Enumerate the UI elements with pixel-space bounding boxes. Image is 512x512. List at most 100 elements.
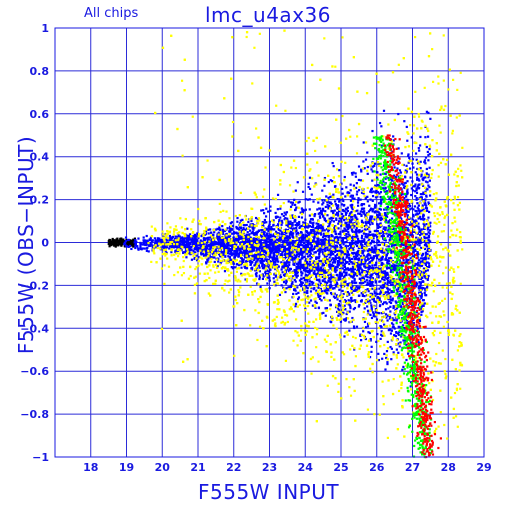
data-point-1 [231, 232, 234, 235]
data-point-1 [258, 241, 261, 244]
data-point-1 [176, 240, 179, 243]
data-point-1 [164, 246, 167, 249]
data-point-1 [123, 241, 126, 244]
data-point-1 [370, 309, 373, 312]
data-point-1 [374, 184, 377, 187]
data-point-1 [407, 210, 410, 213]
data-point-1 [259, 253, 263, 257]
data-point-1 [370, 246, 374, 249]
data-point-1 [252, 258, 256, 261]
data-point-1 [316, 283, 320, 286]
data-point-1 [185, 256, 188, 259]
data-point-1 [415, 198, 418, 201]
data-point-1 [427, 154, 430, 157]
data-point-1 [371, 199, 374, 202]
data-point-1 [415, 220, 418, 223]
data-point-1 [395, 319, 398, 322]
data-point-1 [299, 251, 302, 255]
data-point-1 [392, 232, 395, 235]
data-point-1 [384, 219, 388, 222]
data-point-1 [388, 300, 391, 304]
data-point-1 [321, 264, 324, 267]
data-point-1 [373, 294, 376, 298]
data-point-1 [327, 243, 330, 246]
data-point-1 [320, 248, 324, 251]
data-point-1 [407, 352, 410, 355]
data-point-1 [214, 242, 218, 246]
data-point-1 [400, 182, 404, 185]
data-point-1 [377, 352, 380, 355]
data-point-1 [317, 248, 320, 251]
data-point-1 [260, 229, 263, 232]
data-point-1 [423, 233, 427, 236]
data-point-1 [337, 309, 341, 312]
data-point-1 [196, 232, 199, 235]
data-point-1 [294, 257, 297, 260]
data-point-1 [343, 268, 346, 272]
data-point-1 [233, 252, 236, 255]
data-point-1 [151, 246, 154, 250]
data-point-1 [336, 263, 339, 266]
data-point-1 [360, 258, 363, 261]
data-point-1 [347, 223, 351, 226]
data-point-1 [408, 217, 411, 220]
data-point-1 [254, 216, 258, 220]
data-point-1 [331, 235, 334, 238]
data-point-1 [295, 255, 298, 259]
data-point-1 [319, 224, 322, 227]
data-point-1 [427, 236, 431, 239]
data-point-1 [174, 243, 178, 246]
data-point-1 [303, 250, 306, 253]
data-point-1 [393, 248, 396, 251]
data-point-1 [213, 260, 216, 264]
data-point-1 [346, 290, 349, 294]
data-point-1 [290, 227, 293, 230]
data-point-1 [272, 277, 275, 280]
data-point-1 [366, 270, 369, 274]
data-point-1 [191, 241, 194, 244]
data-point-1 [268, 276, 271, 279]
data-point-1 [389, 235, 393, 238]
data-point-1 [426, 278, 429, 281]
data-point-1 [391, 317, 394, 320]
data-point-1 [427, 246, 430, 250]
data-point-1 [374, 233, 377, 237]
data-point-0 [120, 244, 123, 247]
data-point-1 [369, 292, 372, 295]
data-point-1 [359, 168, 363, 171]
data-point-1 [360, 203, 363, 206]
data-point-1 [230, 228, 234, 231]
data-point-1 [354, 299, 357, 302]
data-point-1 [217, 260, 220, 263]
data-point-1 [382, 301, 386, 304]
data-point-1 [298, 279, 302, 282]
data-point-1 [392, 266, 395, 269]
data-point-1 [239, 236, 242, 239]
data-point-1 [374, 196, 378, 199]
data-point-1 [355, 262, 359, 265]
data-point-1 [388, 288, 391, 291]
data-point-1 [387, 245, 390, 248]
data-point-1 [354, 273, 357, 276]
data-point-1 [350, 218, 353, 221]
data-point-1 [196, 235, 199, 238]
data-point-1 [328, 238, 331, 241]
data-point-1 [334, 283, 337, 286]
data-point-1 [293, 198, 296, 201]
data-point-1 [323, 296, 326, 299]
data-point-1 [358, 271, 361, 274]
data-point-1 [165, 246, 169, 249]
data-point-1 [294, 302, 298, 306]
data-point-0 [123, 239, 126, 243]
data-point-1 [378, 312, 381, 315]
data-point-1 [333, 239, 336, 242]
data-point-1 [370, 248, 373, 252]
data-point-1 [256, 247, 259, 250]
data-point-1 [357, 178, 361, 182]
data-point-1 [350, 242, 353, 245]
data-point-1 [232, 244, 235, 247]
data-point-1 [344, 213, 348, 216]
data-point-1 [341, 256, 345, 259]
data-point-1 [217, 228, 220, 231]
data-point-1 [190, 258, 194, 261]
